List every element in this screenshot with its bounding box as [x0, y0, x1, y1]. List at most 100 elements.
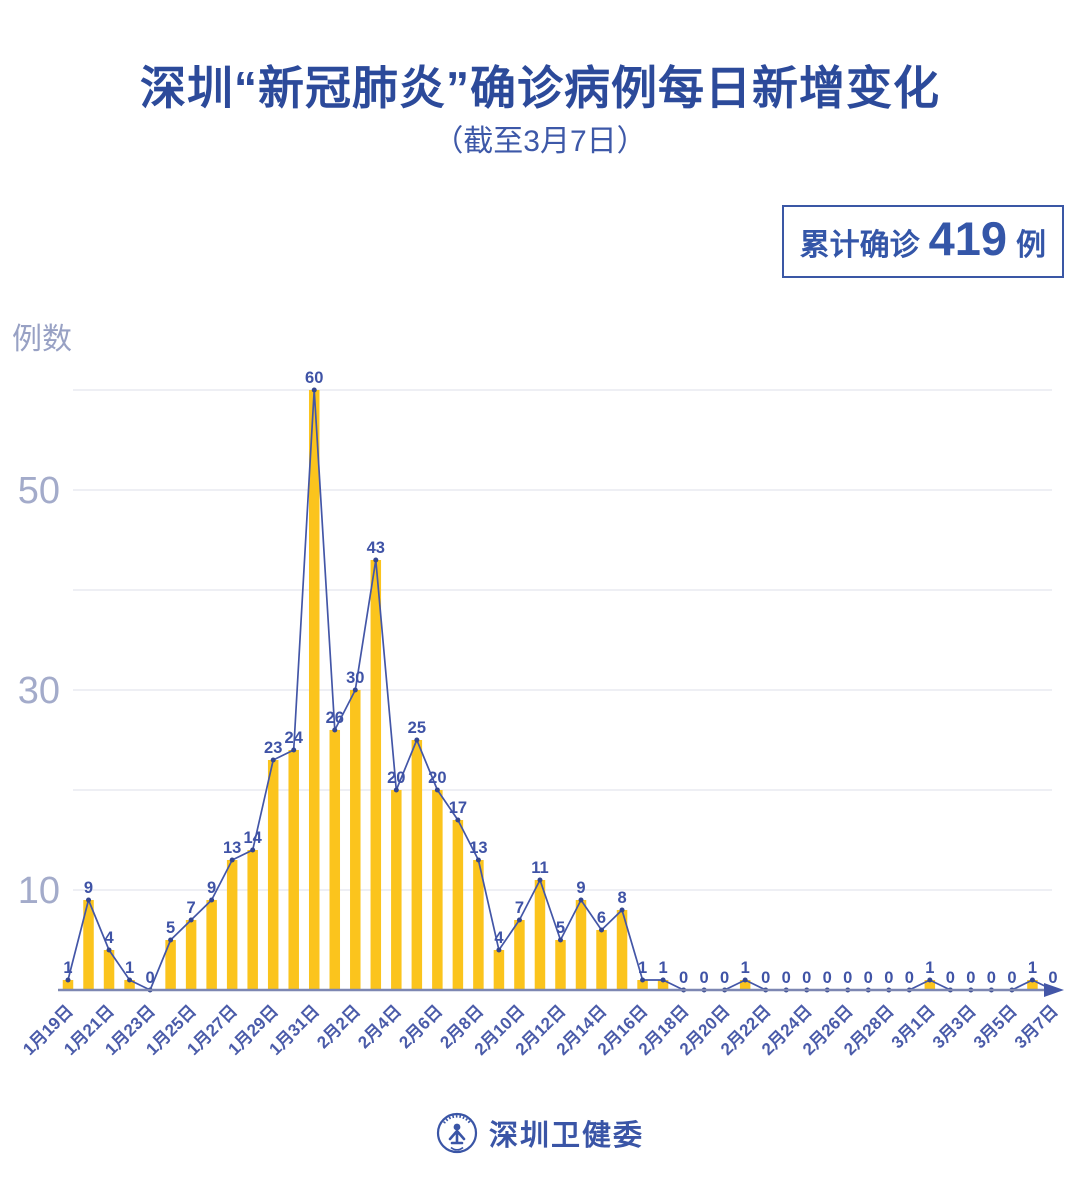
badge-unit: 例 — [1016, 229, 1046, 262]
data-point-dot — [209, 897, 215, 903]
data-point-dot — [373, 557, 379, 563]
data-point-dot — [332, 727, 338, 733]
data-point-dot — [496, 947, 502, 953]
data-point-dot — [599, 927, 605, 933]
case-bar — [288, 750, 299, 990]
data-point-label: 5 — [556, 919, 565, 937]
data-point-label: 11 — [531, 859, 548, 877]
case-bar — [432, 790, 443, 990]
data-point-label: 30 — [346, 669, 364, 687]
badge-label: 累计确诊 — [799, 229, 920, 262]
data-point-label: 60 — [305, 369, 323, 387]
case-bar — [83, 900, 94, 990]
data-point-label: 13 — [469, 839, 487, 857]
data-point-dot — [434, 787, 440, 793]
data-point-dot — [516, 917, 522, 923]
case-bar — [514, 920, 525, 990]
data-point-label: 0 — [823, 969, 832, 987]
data-point-label: 9 — [207, 879, 216, 897]
data-point-dot — [742, 977, 748, 983]
data-point-label: 25 — [408, 719, 426, 737]
data-point-label: 7 — [187, 899, 196, 917]
data-point-dot — [393, 787, 399, 793]
case-bar — [637, 980, 648, 990]
daily-cases-chart-canvas: 5030101941057913142324602630432025201713… — [18, 369, 1064, 1059]
case-bar — [493, 950, 505, 990]
case-bar — [226, 860, 238, 990]
y-axis-unit-label: 例数 — [12, 323, 72, 356]
data-point-dot — [352, 687, 358, 693]
case-bar — [329, 730, 341, 990]
case-bar — [473, 860, 484, 990]
org-name: 深圳卫健委 — [488, 1120, 644, 1152]
data-point-dot — [86, 897, 92, 903]
data-point-label: 0 — [700, 969, 709, 987]
case-bar — [165, 940, 176, 990]
case-bar — [206, 900, 217, 990]
case-bar — [124, 980, 135, 990]
data-point-label: 1 — [1028, 959, 1037, 977]
case-bar — [1027, 980, 1038, 990]
case-bar — [596, 930, 607, 990]
daily-cases-chart: 50 30 10 1 9 4 1 0 5 7 9 13 14 23 24 60 26 30 43 20 25 20 17 13… — [0, 350, 1080, 1090]
data-point-label: 9 — [576, 879, 585, 897]
data-point-label: 0 — [782, 969, 791, 987]
data-point-dot — [229, 857, 235, 863]
data-point-dot — [660, 977, 666, 983]
data-point-label: 0 — [679, 969, 688, 987]
case-bar — [739, 980, 751, 990]
data-point-dot — [927, 977, 933, 983]
case-bar — [616, 910, 628, 990]
data-point-dot — [127, 977, 133, 983]
data-point-dot — [414, 737, 420, 743]
x-tick-label: 3月7日 — [1011, 1001, 1062, 1052]
data-point-dot — [455, 817, 461, 823]
case-bar — [534, 880, 546, 990]
data-point-label: 0 — [1048, 969, 1057, 987]
data-point-label: 7 — [515, 899, 524, 917]
case-bar — [103, 950, 115, 990]
data-point-label: 1 — [638, 959, 647, 977]
data-point-label: 1 — [658, 959, 667, 977]
data-point-label: 0 — [946, 969, 955, 987]
cumulative-total-badge: 累计确诊 419 例 — [781, 205, 1064, 278]
org-emblem-icon — [436, 1112, 478, 1154]
data-point-label: 9 — [84, 879, 93, 897]
x-tick-label: 2月4日 — [354, 1001, 405, 1052]
y-tick-label: 50 — [18, 470, 60, 512]
data-point-label: 20 — [387, 769, 405, 787]
data-point-label: 0 — [884, 969, 893, 987]
data-point-label: 1 — [125, 959, 134, 977]
y-tick-label: 30 — [18, 670, 60, 712]
page-title: 深圳“新冠肺炎”确诊病例每日新增变化 — [140, 62, 940, 114]
data-point-label: 17 — [449, 799, 467, 817]
case-bar — [657, 980, 669, 990]
data-point-dot — [106, 947, 112, 953]
data-point-label: 4 — [104, 929, 114, 947]
case-bar — [308, 390, 320, 990]
data-point-label: 20 — [428, 769, 446, 787]
case-bar — [555, 940, 566, 990]
data-point-label: 24 — [285, 729, 304, 747]
case-bar — [267, 760, 279, 990]
data-point-label: 26 — [326, 709, 344, 727]
data-point-label: 13 — [223, 839, 241, 857]
data-point-label: 0 — [905, 969, 914, 987]
data-point-dot — [537, 877, 543, 883]
data-point-label: 14 — [244, 829, 263, 847]
x-tick-label: 3月1日 — [888, 1001, 939, 1052]
data-point-dot — [250, 847, 256, 853]
data-point-dot — [578, 897, 584, 903]
axis-arrow-icon — [1044, 983, 1064, 997]
data-point-dot — [291, 747, 297, 753]
data-point-dot — [1029, 977, 1035, 983]
case-bar — [185, 920, 197, 990]
data-point-dot — [619, 907, 625, 913]
data-point-label: 0 — [761, 969, 770, 987]
data-point-dot — [188, 917, 194, 923]
case-bar — [247, 850, 258, 990]
data-point-label: 0 — [802, 969, 811, 987]
case-bar — [391, 790, 402, 990]
data-point-label: 23 — [264, 739, 282, 757]
